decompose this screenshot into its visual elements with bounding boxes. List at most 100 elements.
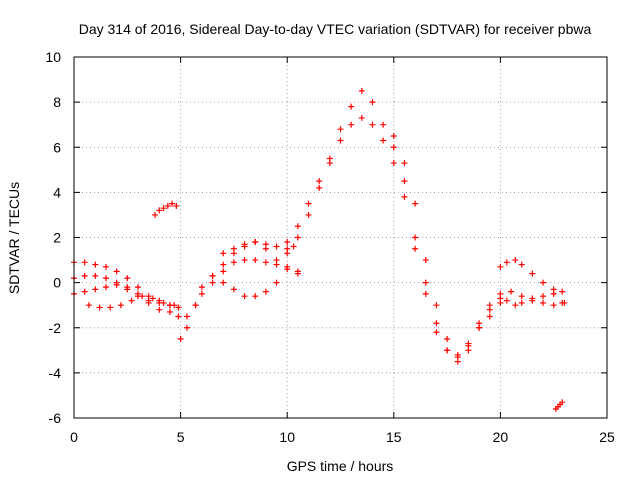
data-point <box>284 239 291 246</box>
data-point <box>102 263 109 270</box>
data-point <box>559 399 566 406</box>
data-point <box>145 299 152 306</box>
y-axis-label: SDTVAR / TECUs <box>6 182 22 294</box>
axis-ticks: 0 5 10 15 20 25 -6 -4 -2 0 2 4 6 8 10 <box>45 49 615 445</box>
data-point <box>117 302 124 309</box>
data-point <box>252 257 259 264</box>
data-point <box>294 234 301 241</box>
data-point <box>241 241 248 248</box>
data-point <box>92 286 99 293</box>
data-point <box>241 293 248 300</box>
series-track-l <box>497 257 566 295</box>
data-point <box>550 302 557 309</box>
data-point <box>348 121 355 128</box>
data-point <box>220 279 227 286</box>
data-point <box>294 223 301 230</box>
data-point <box>401 160 408 167</box>
data-point <box>444 336 451 343</box>
data-point <box>326 160 333 167</box>
data-point <box>508 288 515 295</box>
data-point <box>412 234 419 241</box>
data-point <box>152 211 159 218</box>
data-point <box>390 160 397 167</box>
series-blob-23h <box>552 399 566 412</box>
data-point <box>348 103 355 110</box>
data-point <box>198 290 205 297</box>
data-point <box>284 266 291 273</box>
data-point <box>486 306 493 313</box>
data-point <box>241 257 248 264</box>
data-point <box>273 279 280 286</box>
data-point <box>107 304 114 311</box>
data-point <box>390 144 397 151</box>
data-point <box>337 126 344 133</box>
y-tick-label: 8 <box>53 94 61 110</box>
series-track-k <box>390 132 504 358</box>
data-point <box>92 261 99 268</box>
data-point <box>486 313 493 320</box>
x-tick-label: 10 <box>279 429 295 445</box>
data-point <box>113 281 120 288</box>
data-point <box>518 299 525 306</box>
data-point <box>465 342 472 349</box>
data-point <box>171 302 178 309</box>
y-tick-label: -4 <box>49 365 62 381</box>
data-point <box>262 259 269 266</box>
data-point <box>209 272 216 279</box>
data-point <box>358 114 365 121</box>
data-point <box>230 259 237 266</box>
y-tick-label: 4 <box>53 184 61 200</box>
data-point <box>128 297 135 304</box>
data-point <box>390 132 397 139</box>
data-point <box>169 200 176 207</box>
data-point <box>540 293 547 300</box>
data-point <box>262 288 269 295</box>
data-point <box>96 304 103 311</box>
data-point <box>529 270 536 277</box>
data-point <box>476 324 483 331</box>
data-point <box>518 293 525 300</box>
data-point <box>422 290 429 297</box>
series-track-m <box>503 290 566 309</box>
data-point <box>139 293 146 300</box>
data-point <box>369 99 376 106</box>
data-point <box>81 288 88 295</box>
data-points <box>71 87 568 412</box>
data-point <box>316 178 323 185</box>
plot-frame <box>73 56 608 419</box>
y-tick-label: 10 <box>45 49 61 65</box>
data-point <box>252 293 259 300</box>
data-point <box>183 324 190 331</box>
x-axis-label: GPS time / hours <box>287 458 394 474</box>
data-point <box>252 239 259 246</box>
data-point <box>358 87 365 94</box>
data-point <box>529 295 536 302</box>
y-tick-label: 0 <box>53 275 61 291</box>
data-point <box>198 284 205 291</box>
y-tick-label: 2 <box>53 230 61 246</box>
data-point <box>559 299 566 306</box>
data-point <box>454 351 461 358</box>
data-point <box>401 178 408 185</box>
data-point <box>412 245 419 252</box>
data-point <box>540 299 547 306</box>
data-point <box>92 272 99 279</box>
data-point <box>497 299 504 306</box>
x-tick-label: 15 <box>386 429 402 445</box>
data-point <box>422 279 429 286</box>
data-point <box>220 250 227 257</box>
data-point <box>518 261 525 268</box>
data-point <box>134 290 141 297</box>
data-point <box>433 302 440 309</box>
data-point <box>497 263 504 270</box>
data-point <box>412 200 419 207</box>
data-point <box>273 257 280 264</box>
data-point <box>183 313 190 320</box>
data-point <box>512 257 519 264</box>
data-point <box>559 288 566 295</box>
data-point <box>305 200 312 207</box>
chart-title: Day 314 of 2016, Sidereal Day-to-day VTE… <box>79 21 592 37</box>
data-point <box>540 279 547 286</box>
data-point <box>512 302 519 309</box>
